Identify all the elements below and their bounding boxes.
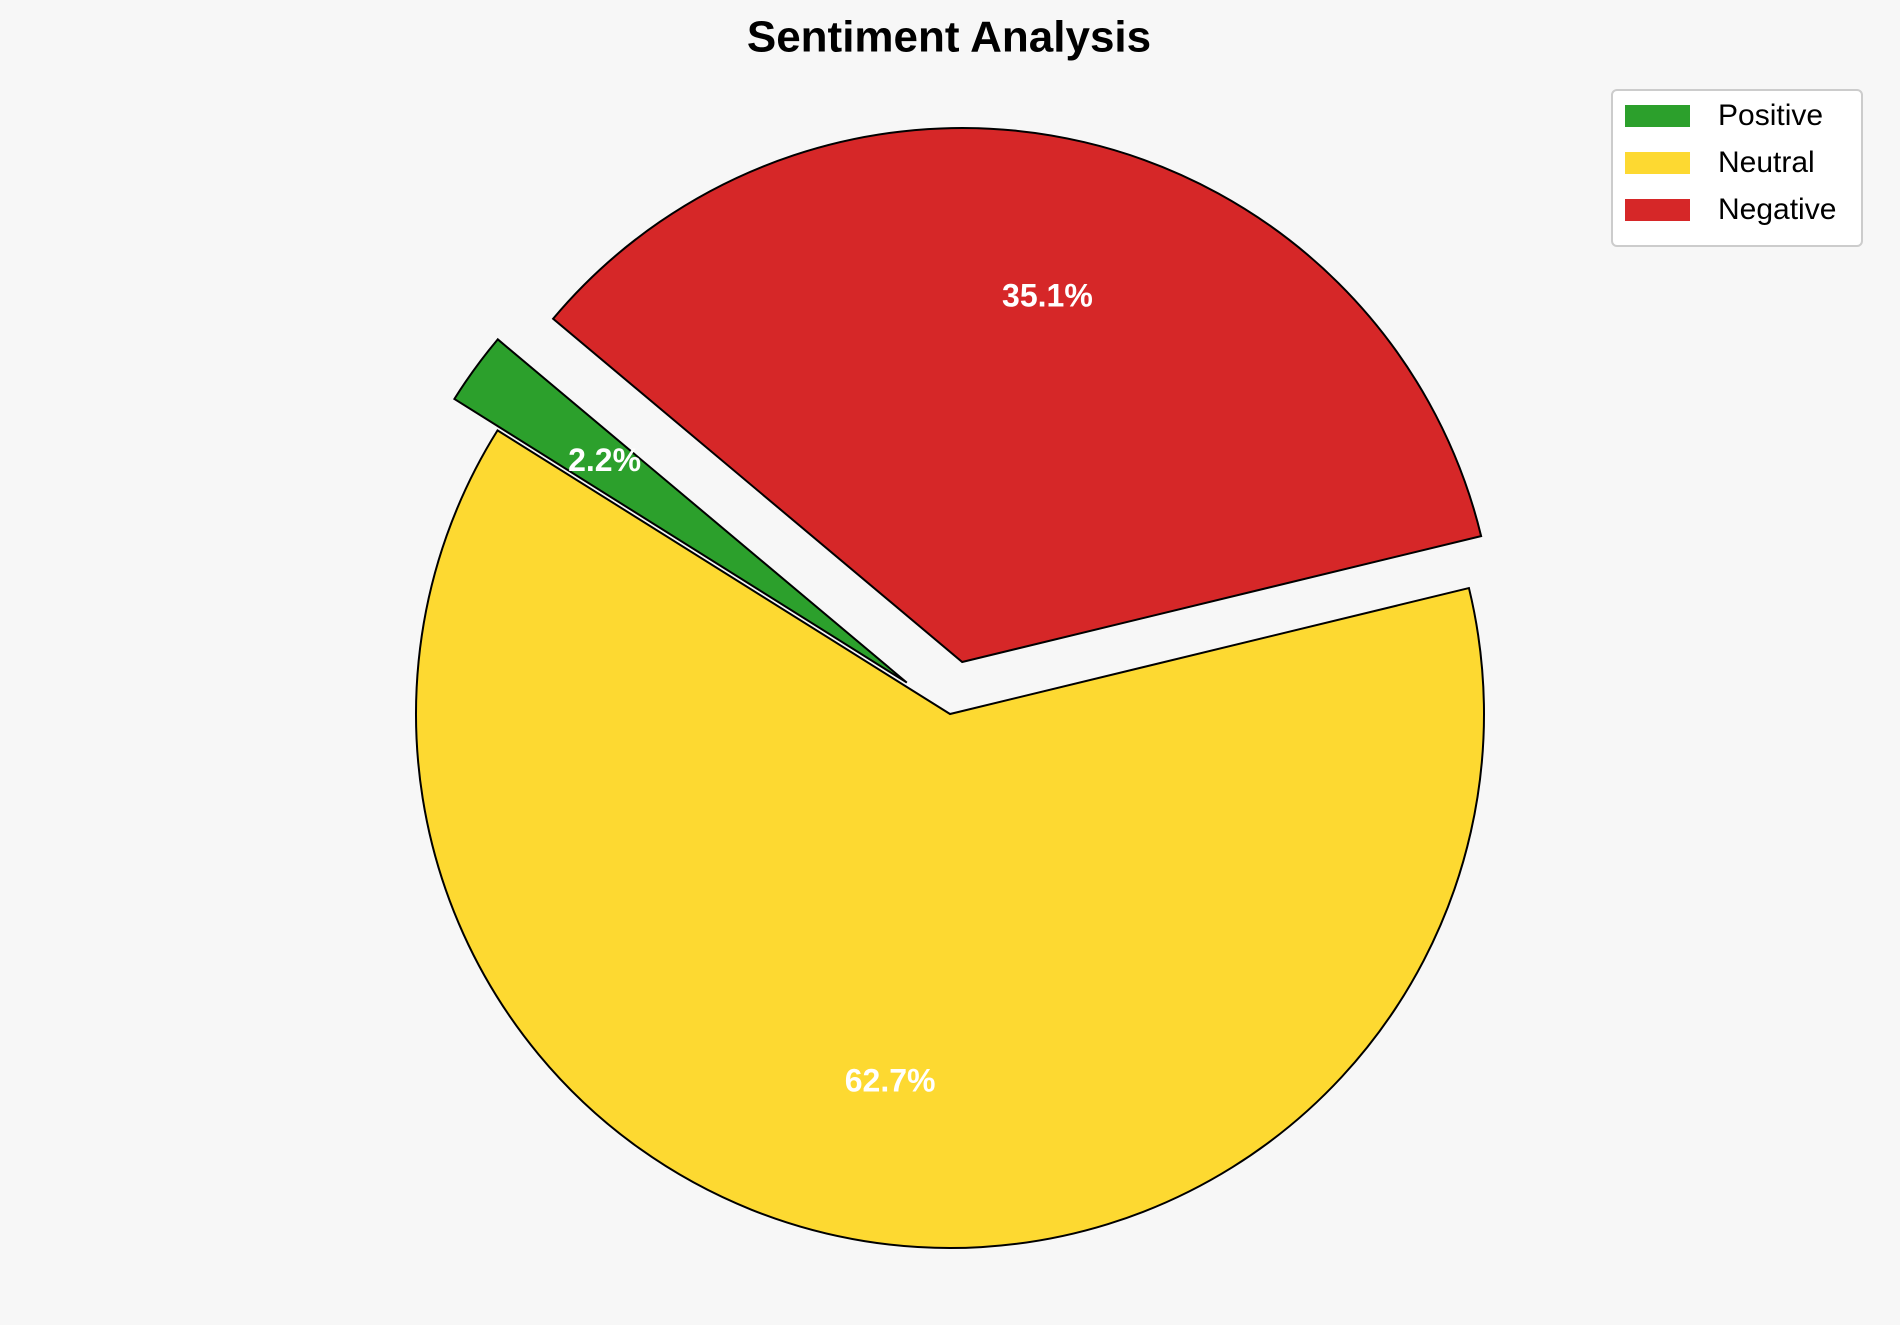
legend-swatch bbox=[1625, 105, 1690, 127]
pie-slice bbox=[452, 337, 908, 684]
value-label: 35.1% bbox=[1002, 278, 1093, 314]
value-label: 62.7% bbox=[845, 1062, 936, 1098]
value-label: 2.2% bbox=[568, 442, 641, 478]
legend-swatch bbox=[1625, 199, 1690, 221]
legend-label: Positive bbox=[1718, 99, 1823, 132]
chart-title: Sentiment Analysis bbox=[747, 13, 1151, 62]
pie-slice bbox=[551, 127, 1483, 664]
legend-label: Neutral bbox=[1718, 146, 1815, 179]
legend-swatch bbox=[1625, 152, 1690, 174]
pie-slice bbox=[415, 429, 1485, 1249]
legend-label: Negative bbox=[1718, 193, 1836, 226]
